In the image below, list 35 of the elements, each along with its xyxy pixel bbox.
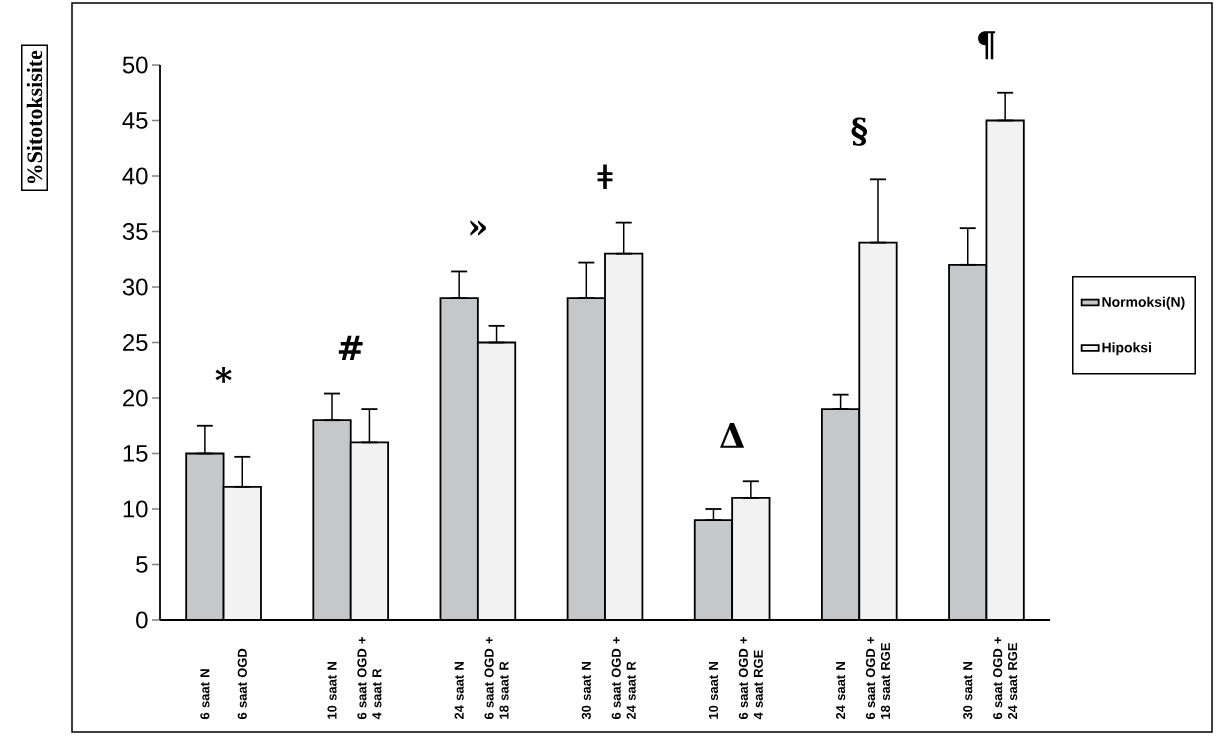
y-tick-label: 30 [122,278,148,296]
legend-label: Hipoksi [1102,342,1151,356]
x-tick-label: 6 saat OGD + 4 saat RGE [738,636,763,720]
x-tick-label: 6 saat OGD [237,648,247,720]
x-tick-label: 6 saat N [200,669,210,720]
y-tick-label: 20 [123,389,148,407]
annotation: # [338,335,363,361]
annotation: * [215,367,232,383]
y-tick-label: 25 [123,334,148,351]
y-tick-label: 50 [122,56,148,74]
x-tick-label: 10 saat N [708,662,719,719]
x-tick-label: 6 saat OGD + 18 saat R [484,636,509,720]
x-tick-label: 30 saat N [963,662,973,720]
y-tick-label: 10 [123,500,148,518]
annotation: ǂ [597,164,613,190]
x-tick-label: 10 saat N [327,662,337,719]
annotation: § [851,117,868,146]
annotation: » [470,220,486,236]
text: ¶ [978,31,996,60]
y-tick-label: 15 [123,445,148,462]
y-tick-label: 5 [136,556,148,573]
legend-label: Normoksi(N) [1102,296,1185,310]
y-tick-label: 35 [122,223,148,240]
y-tick-label: 40 [122,167,148,185]
x-tick-label: 6 saat OGD + 4 saat R [357,636,382,720]
x-tick-label: 6 saat OGD + 18 saat RGE [865,636,891,720]
x-tick-label: 24 saat N [454,662,464,720]
y-axis-title: %Sitotoksisite [26,50,43,184]
y-tick-label: 45 [122,112,148,129]
x-tick-label: 6 saat OGD + 24 saat R [611,636,636,720]
x-tick-label: 6 saat OGD + 24 saat RGE [993,636,1018,720]
x-tick-label: 30 saat N [581,662,591,720]
x-tick-label: 24 saat N [836,662,846,720]
y-tick-label: 0 [136,611,148,629]
annotation: Δ [720,423,745,448]
